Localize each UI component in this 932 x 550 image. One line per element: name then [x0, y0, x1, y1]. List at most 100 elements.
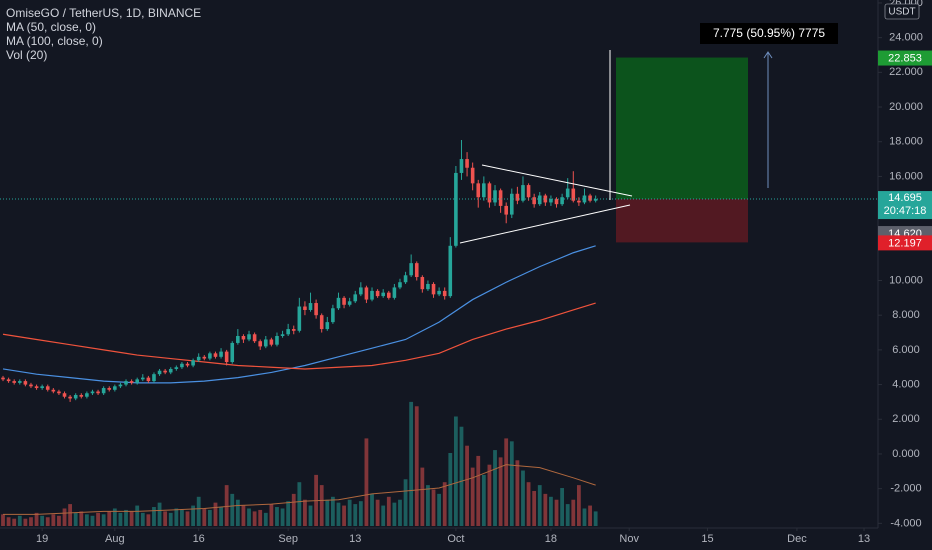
candle-body	[431, 283, 436, 295]
volume-bar	[17, 515, 22, 526]
candle-body	[12, 381, 17, 383]
ma-line	[2, 302, 596, 370]
volume-bar	[576, 485, 581, 526]
candle-body	[398, 282, 402, 288]
volume-bar	[6, 517, 11, 526]
candle-body	[34, 386, 39, 389]
volume-bar	[275, 507, 279, 526]
volume-bar	[12, 518, 17, 526]
position-tag	[878, 50, 932, 66]
candle-body	[537, 195, 542, 205]
position-tag-label: 12.197	[888, 237, 922, 249]
volume-bar	[487, 464, 492, 526]
candle-body	[515, 193, 520, 201]
volume-bar	[375, 499, 380, 526]
position-tag-label: 22.853	[888, 52, 922, 64]
volume-bar	[459, 426, 464, 526]
volume-ma-line	[3, 464, 596, 515]
volume-bar	[481, 474, 486, 526]
volume-bar	[174, 508, 179, 526]
candle-body	[68, 396, 72, 399]
candle-body	[96, 391, 100, 394]
volume-bar	[124, 509, 128, 526]
candle-body	[213, 353, 218, 357]
volume-bar	[342, 505, 346, 526]
volume-bar	[79, 511, 84, 526]
volume-bar	[101, 514, 106, 526]
candle-body	[308, 303, 313, 310]
candle-body	[196, 356, 201, 361]
candle-body	[319, 315, 324, 330]
volume-bar	[543, 493, 548, 526]
volume-bar	[504, 438, 509, 526]
volume-bar	[453, 416, 458, 526]
volume-bar	[168, 512, 173, 526]
trendline	[481, 164, 633, 197]
candle-body	[375, 290, 380, 297]
volume-bar	[353, 504, 358, 526]
volume-bar	[526, 482, 531, 526]
volume-bar	[470, 467, 475, 526]
candle-body	[73, 394, 78, 399]
volume-bar	[247, 508, 251, 526]
candle-body	[157, 370, 162, 375]
volume-bar	[537, 485, 542, 526]
volume-bar	[515, 460, 520, 526]
candle-body	[252, 334, 257, 342]
candle-body	[426, 283, 430, 290]
candle-body	[135, 379, 140, 383]
candle-body	[593, 199, 598, 201]
candle-body	[532, 197, 536, 205]
legend-entry: Vol (20)	[6, 48, 47, 62]
candle-body	[219, 351, 223, 357]
volume-bar	[34, 512, 39, 526]
x-tick-label: Nov	[619, 533, 639, 545]
volume-bar	[319, 485, 324, 526]
annotation-box	[700, 23, 838, 44]
volume-bar	[62, 508, 67, 526]
volume-bar	[381, 505, 386, 526]
volume-bar	[118, 512, 123, 526]
candle-body	[476, 183, 481, 198]
candle-body	[521, 185, 525, 201]
volume-bar	[403, 479, 408, 526]
candle-body	[342, 297, 346, 305]
volume-bar	[565, 504, 570, 526]
candle-body	[409, 263, 413, 276]
y-tick-label: 22.000	[889, 66, 923, 78]
x-tick-label: 13	[858, 533, 870, 545]
volume-bar	[96, 512, 100, 526]
volume-bar	[442, 482, 447, 526]
volume-bar	[191, 505, 196, 526]
stop-zone	[616, 199, 748, 243]
volume-bar	[582, 508, 587, 526]
candle-body	[57, 391, 61, 394]
candle-body	[224, 351, 229, 363]
volume-bar	[45, 517, 50, 526]
candle-body	[493, 190, 497, 203]
candle-body	[208, 353, 212, 359]
candle-body	[504, 205, 509, 215]
volume-bar	[157, 502, 162, 526]
ma-line	[2, 245, 596, 384]
volume-bar	[498, 457, 503, 526]
volume-bar	[409, 401, 414, 526]
volume-bar	[386, 496, 391, 526]
candle-body	[163, 370, 167, 373]
volume-bar	[521, 470, 525, 526]
volume-bar	[325, 499, 330, 526]
volume-bar	[196, 496, 201, 526]
candle-body	[470, 167, 475, 184]
currency: USDT	[888, 7, 915, 18]
candle-body	[482, 183, 486, 198]
candle-body	[509, 193, 514, 215]
volume-bar	[303, 499, 307, 526]
price-axis	[878, 0, 932, 550]
candle-body	[297, 306, 302, 331]
volume-bar	[90, 515, 95, 526]
annotation: 7.775 (50.95%) 7775	[713, 26, 825, 40]
candle-body	[185, 363, 190, 366]
y-tick-label: 0.000	[892, 448, 920, 460]
candle-body	[168, 368, 173, 373]
